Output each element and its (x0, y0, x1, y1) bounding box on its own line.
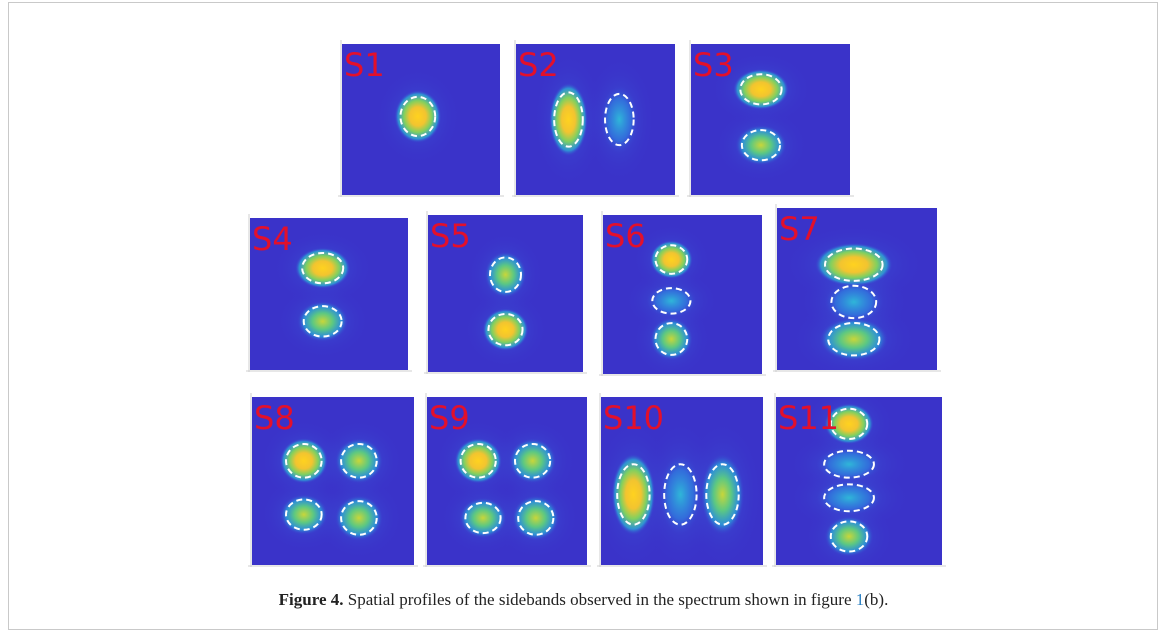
panel: S2 (512, 40, 679, 197)
panel: S8 (248, 393, 418, 567)
panel-label: S11 (778, 399, 839, 437)
panel: S11 (772, 388, 946, 573)
panel: S10 (595, 393, 767, 567)
panel: S4 (246, 214, 412, 372)
page: S1 S2 S3 S4 S5 S6 S7 S8 S9 S10 S11 Figure 4. Spati… (0, 0, 1167, 641)
panel: S7 (773, 204, 941, 378)
panel-image (261, 421, 402, 559)
panel-label: S9 (429, 399, 470, 437)
panel-image (436, 421, 578, 559)
panel-label: S5 (430, 217, 471, 255)
panel: S3 (687, 40, 854, 197)
panel-label: S6 (605, 217, 646, 255)
panel: S5 (424, 211, 587, 374)
panel-label: S3 (693, 46, 734, 84)
figure: S1 S2 S3 S4 S5 S6 S7 S8 S9 S10 S11 (0, 0, 1167, 641)
panel-image (465, 233, 547, 367)
panel-label: S1 (344, 46, 385, 84)
panel-label: S10 (603, 399, 664, 437)
caption-text: Spatial profiles of the sidebands observ… (348, 590, 852, 609)
panel: S1 (338, 40, 504, 197)
figure-link[interactable]: 1 (856, 590, 865, 609)
caption-label: Figure 4. (279, 590, 344, 609)
caption-suffix: (b). (864, 590, 888, 609)
panel-image (785, 226, 923, 378)
panel-image (376, 69, 459, 163)
panel: S9 (423, 393, 591, 567)
panel-label: S4 (252, 220, 293, 258)
panel-label: S2 (518, 46, 559, 84)
panel-label: S7 (779, 210, 820, 248)
panel-label: S8 (254, 399, 295, 437)
panel-image (595, 422, 762, 567)
caption: Figure 4. Spatial profiles of the sideba… (0, 590, 1167, 610)
beam-spot (824, 516, 873, 557)
panel: S6 (599, 211, 766, 377)
